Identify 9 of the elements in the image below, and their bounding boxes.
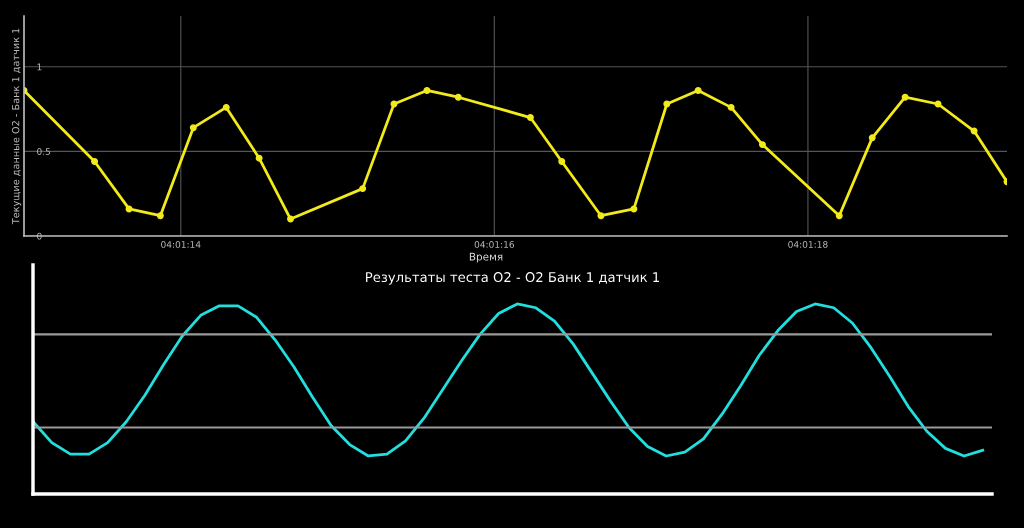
x-tick-label: 04:01:14 (161, 241, 201, 248)
chart-title: Результаты теста O2 - O2 Банк 1 датчик 1 (366, 272, 659, 285)
y-tick-label: 0 (37, 232, 42, 240)
x-tick-label: 04:01:18 (788, 241, 828, 248)
y-tick-label: 0.5 (37, 148, 51, 155)
y-axis-title: Текущие данные O2 - Банк 1 датчик 1 (11, 28, 22, 225)
y-tick-label: 1 (37, 63, 42, 71)
x-axis-title: Время (469, 252, 503, 263)
x-tick-label: 04:01:16 (474, 241, 515, 248)
